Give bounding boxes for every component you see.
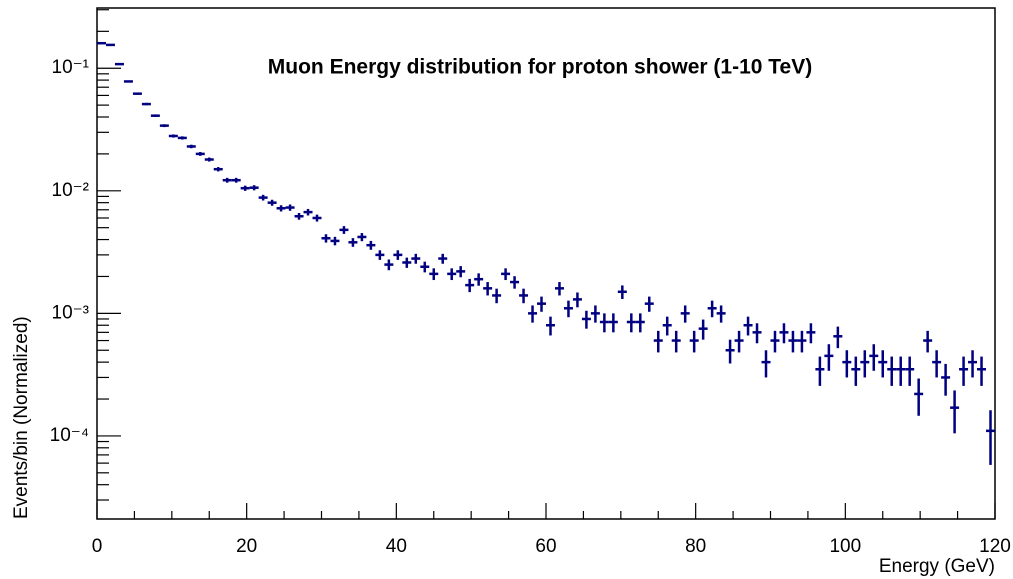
plot-area	[97, 41, 995, 465]
plot-frame	[96, 7, 996, 520]
y-tick-label: 10⁻⁴	[50, 425, 89, 446]
y-axis-label: Events/bin (Normalized)	[11, 316, 32, 519]
x-tick-label: 60	[535, 536, 556, 557]
x-axis-label: Energy (GeV)	[879, 556, 995, 577]
x-tick-label: 100	[829, 536, 861, 557]
x-tick-label: 80	[685, 536, 706, 557]
x-tick-label: 40	[386, 536, 407, 557]
x-tick-label: 0	[92, 536, 103, 557]
chart-title: Muon Energy distribution for proton show…	[268, 56, 812, 79]
y-tick-label: 10⁻²	[52, 180, 90, 201]
x-tick-label: 120	[979, 536, 1011, 557]
y-tick-label: 10⁻¹	[52, 57, 90, 78]
y-tick-label: 10⁻³	[52, 302, 90, 323]
x-tick-label: 20	[236, 536, 257, 557]
